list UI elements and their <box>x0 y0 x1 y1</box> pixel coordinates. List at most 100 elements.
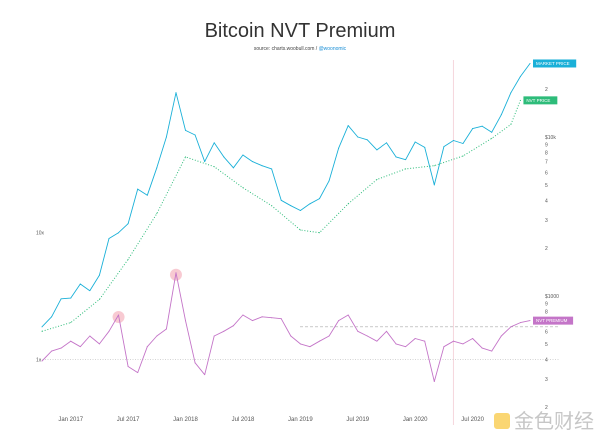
data-point <box>414 141 416 143</box>
data-point <box>481 125 483 127</box>
data-point <box>60 298 62 300</box>
data-point <box>519 76 521 78</box>
data-point <box>519 322 521 324</box>
data-point <box>242 187 244 189</box>
data-point <box>242 314 244 316</box>
chart-subtitle: source: charts.woobull.com / @woonomic <box>0 46 600 52</box>
x-tick-label: Jan 2019 <box>288 417 313 423</box>
data-point <box>357 330 359 332</box>
data-point <box>376 149 378 151</box>
data-point <box>519 99 521 101</box>
data-point <box>223 156 225 158</box>
data-point <box>414 338 416 340</box>
data-point <box>290 205 292 207</box>
data-point <box>165 136 167 138</box>
data-point <box>156 213 158 215</box>
data-point <box>127 258 129 260</box>
data-point <box>433 380 435 382</box>
y-right-tick-label: 6 <box>545 170 548 176</box>
series-line-market-price <box>41 63 531 328</box>
x-tick-label: Jan 2020 <box>403 417 428 423</box>
data-point <box>213 166 215 168</box>
data-point <box>500 335 502 337</box>
data-point <box>452 340 454 342</box>
source-text: source: charts.woobull.com / <box>253 46 319 52</box>
data-point <box>223 330 225 332</box>
data-point <box>299 229 301 231</box>
data-point <box>232 167 234 169</box>
data-point <box>491 131 493 133</box>
data-point <box>194 362 196 364</box>
y-right-tick-label: 2 <box>545 246 548 252</box>
twitter-handle-link[interactable]: @woonomic <box>318 46 347 52</box>
data-point <box>405 346 407 348</box>
y-right-tick-label: 7 <box>545 160 548 166</box>
y-right-tick-label: 2 <box>545 87 548 93</box>
data-point <box>443 146 445 148</box>
data-point <box>510 123 512 125</box>
series-label-badge <box>533 316 574 325</box>
data-point <box>299 343 301 345</box>
data-point <box>510 326 512 328</box>
y-right-tick-label: 8 <box>545 309 548 315</box>
x-tick-label: Jul 2019 <box>346 417 369 423</box>
data-point <box>424 146 426 148</box>
y-right-tick-label: 2 <box>545 405 548 411</box>
data-point <box>472 128 474 130</box>
data-point <box>376 340 378 342</box>
data-point <box>366 139 368 141</box>
series-line-nvt-premium <box>41 272 531 382</box>
watermark-text: 金色财经 <box>514 409 594 433</box>
series-line-nvt-price <box>41 100 521 332</box>
y-right-tick-label: 9 <box>545 301 548 307</box>
data-point <box>89 290 91 292</box>
x-tick-label: Jan 2017 <box>58 417 83 423</box>
data-point <box>405 159 407 161</box>
data-point <box>395 156 397 158</box>
data-point <box>481 347 483 349</box>
data-point <box>98 299 100 301</box>
y-right-tick-label: 3 <box>545 218 548 224</box>
data-point <box>347 203 349 205</box>
data-point <box>185 129 187 131</box>
data-point <box>194 134 196 136</box>
data-point <box>213 335 215 337</box>
data-point <box>338 320 340 322</box>
data-point <box>510 92 512 94</box>
data-point <box>118 232 120 234</box>
data-point <box>175 272 177 274</box>
data-point <box>232 325 234 327</box>
data-point <box>318 340 320 342</box>
chart-title: Bitcoin NVT Premium <box>204 20 396 42</box>
data-point <box>204 374 206 376</box>
data-point <box>51 350 53 352</box>
data-point <box>213 142 215 144</box>
y-right-tick-label: 5 <box>545 183 548 189</box>
y-right-tick-label: 5 <box>545 342 548 348</box>
data-point <box>79 283 81 285</box>
data-point <box>280 199 282 201</box>
series-label: NVT PREMIUM <box>536 318 568 323</box>
data-point <box>462 143 464 145</box>
data-point <box>280 318 282 320</box>
data-point <box>500 114 502 116</box>
y-right-tick-label: $10k <box>545 135 556 141</box>
data-point <box>433 184 435 186</box>
data-point <box>252 320 254 322</box>
data-point <box>51 316 53 318</box>
y-right-tick-label: $1000 <box>545 294 559 300</box>
series-label-badge <box>533 59 577 68</box>
data-point <box>146 194 148 196</box>
y-right-tick-label: 3 <box>545 377 548 383</box>
data-point <box>452 140 454 142</box>
y-left-tick-label: 10x <box>36 231 45 237</box>
x-tick-label: Jan 2018 <box>173 417 198 423</box>
data-point <box>175 92 177 94</box>
data-point <box>491 350 493 352</box>
data-point <box>357 136 359 138</box>
data-point <box>41 326 43 328</box>
data-point <box>165 328 167 330</box>
data-point <box>328 335 330 337</box>
data-point <box>385 330 387 332</box>
